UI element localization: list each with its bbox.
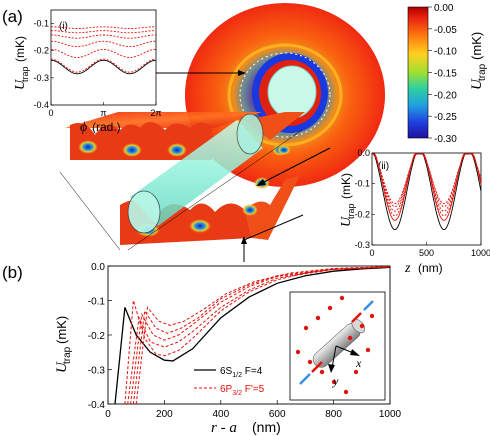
- fiber-schematic-inset: x y: [289, 291, 386, 401]
- legend-label-excited: 6P3/2 F'=5: [220, 384, 265, 397]
- inset-i-curve: [51, 26, 156, 29]
- inset-ii-ylabel-unit: (mK): [339, 173, 353, 199]
- inset-ii: (ii) 0.0 -0.1 -0.2 -0.30 500 1000 U trap (mK)…: [339, 148, 490, 276]
- inset-i-curve: [50, 30, 157, 34]
- panel-b-label: (b): [2, 263, 23, 282]
- legend-label-ground: 6S1/2 F=4: [220, 366, 263, 379]
- inset-i-ytick-label: -0.3: [33, 73, 49, 83]
- trap-site-dot: [369, 313, 375, 319]
- main-ytick-label: -0.4: [88, 400, 106, 411]
- inset-i-xlabel-symbol: ϕ: [80, 120, 87, 135]
- main-ytick-label: -0.2: [88, 331, 106, 342]
- main-curve-excited: [132, 266, 391, 405]
- main-xtick-label: 800: [325, 409, 342, 420]
- inset-i-xtick-label: 2π: [150, 108, 161, 118]
- legend: 6S1/2 F=4 6P3/2 F'=5: [194, 366, 265, 397]
- inset-i-ytick-label: -0.2: [33, 46, 49, 56]
- trap-site-dot: [315, 315, 321, 321]
- inset-i-curve: [50, 40, 157, 48]
- colorbar-tick-label: -0.10: [434, 47, 457, 58]
- inset-i-xtick-label: π: [100, 108, 106, 118]
- main-ylabel-sub: trap: [62, 346, 73, 364]
- inset-ii-ytick-label: -0.3: [354, 240, 370, 250]
- main-chart-b: 0.0 -0.1 -0.2 -0.3 -0.40 200 400 600 800 1000 U t…: [54, 262, 402, 436]
- colorbar-tick-label: -0.30: [434, 134, 457, 145]
- trap-site-dot: [347, 335, 353, 341]
- trap-site-dot: [319, 369, 325, 375]
- colorbar: 0.00 -0.05 -0.10 -0.15 -0.20 -0.25 -0.30 U tra…: [407, 3, 488, 145]
- trap-site-dot: [307, 359, 313, 365]
- inset-i-xlabel-unit: (rad.): [92, 120, 121, 134]
- trap-site-dot: [359, 323, 365, 329]
- axis-x-name: x: [355, 356, 362, 370]
- axis-y-name: y: [332, 374, 339, 388]
- main-curve-excited: [135, 266, 391, 405]
- inset-i-curve: [50, 58, 157, 73]
- inset-ii-xlabel-unit: (nm): [418, 261, 443, 275]
- main-xtick-label: 600: [269, 409, 286, 420]
- colorbar-tick-label: -0.20: [434, 90, 457, 101]
- colorbar-label-symbol: U: [469, 78, 485, 90]
- main-xtick-label: 1000: [379, 409, 402, 420]
- main-xlabel: r - a: [211, 420, 237, 436]
- main-curve-excited: [127, 266, 391, 405]
- trap-site-dot: [339, 295, 345, 301]
- inset-i-curve: [50, 59, 157, 75]
- main-ytick-label: -0.1: [88, 297, 106, 308]
- colorbar-tick-label: -0.15: [434, 69, 457, 80]
- inset-i-curve: [51, 48, 156, 58]
- trap-site-dot: [365, 347, 371, 353]
- trap-site-dot: [327, 305, 333, 311]
- main-xtick-label: 400: [212, 409, 229, 420]
- inset-i-ytick-label: -0.1: [33, 19, 49, 29]
- inset-i: (i) -0.1 -0.2 -0.3 -0.40 π 2π U trap (mK) ϕ (…: [13, 9, 162, 135]
- inset-i-curve: [51, 34, 156, 39]
- main-xlabel-unit: (nm): [252, 419, 281, 435]
- inset-i-label: (i): [59, 21, 68, 32]
- inset-ii-xlabel-symbol: z: [404, 261, 411, 276]
- inset-i-ylabel-symbol: U: [13, 79, 28, 90]
- main-xtick-label: 0: [105, 409, 111, 420]
- inset-ii-xtick-label: 500: [419, 248, 434, 258]
- main-xtick-label: 200: [156, 409, 173, 420]
- panel-a-label: (a): [2, 7, 23, 26]
- inset-ii-ytick-label: -0.1: [354, 179, 370, 189]
- main-ylabel-symbol: U: [54, 361, 70, 373]
- inset-ii-curve: [372, 153, 482, 231]
- colorbar-label-unit: (mK): [469, 32, 484, 60]
- trap-site-dot: [295, 349, 301, 355]
- inset-i-xtick-label: 0: [48, 108, 53, 118]
- inset-ii-xtick-label: 1000: [471, 248, 490, 258]
- inset-ii-label: (ii): [378, 161, 389, 172]
- nanofiber-3d-scene: [59, 112, 305, 251]
- inset-i-ylabel-sub: trap: [20, 66, 30, 82]
- trap-site-dot: [331, 379, 337, 385]
- colorbar-label-sub: trap: [477, 63, 488, 81]
- inset-ii-ytick-label: 0.0: [357, 148, 370, 158]
- inset-ii-ytick-label: -0.2: [354, 209, 370, 219]
- colorbar-tick-label: 0.00: [434, 3, 454, 14]
- trap-site-dot: [343, 389, 349, 395]
- main-ytick-label: -0.3: [88, 366, 106, 377]
- inset-ii-xtick-label: 0: [369, 248, 374, 258]
- main-ylabel-unit: (mK): [54, 316, 69, 344]
- trap-site-dot: [353, 369, 359, 375]
- trap-site-dot: [303, 325, 309, 331]
- inset-ii-curve: [372, 153, 482, 205]
- inset-i-ytick-label: -0.4: [33, 100, 49, 110]
- colorbar-tick-label: -0.05: [434, 25, 457, 36]
- main-ytick-label: 0.0: [91, 262, 105, 273]
- inset-ii-ylabel-symbol: U: [339, 216, 354, 227]
- inset-i-ylabel-unit: (mK): [13, 36, 27, 62]
- colorbar-tick-label: -0.25: [434, 112, 457, 123]
- inset-ii-ylabel-sub: trap: [346, 203, 356, 219]
- connector-arrows: [155, 70, 331, 262]
- main-curve-excited: [130, 266, 391, 405]
